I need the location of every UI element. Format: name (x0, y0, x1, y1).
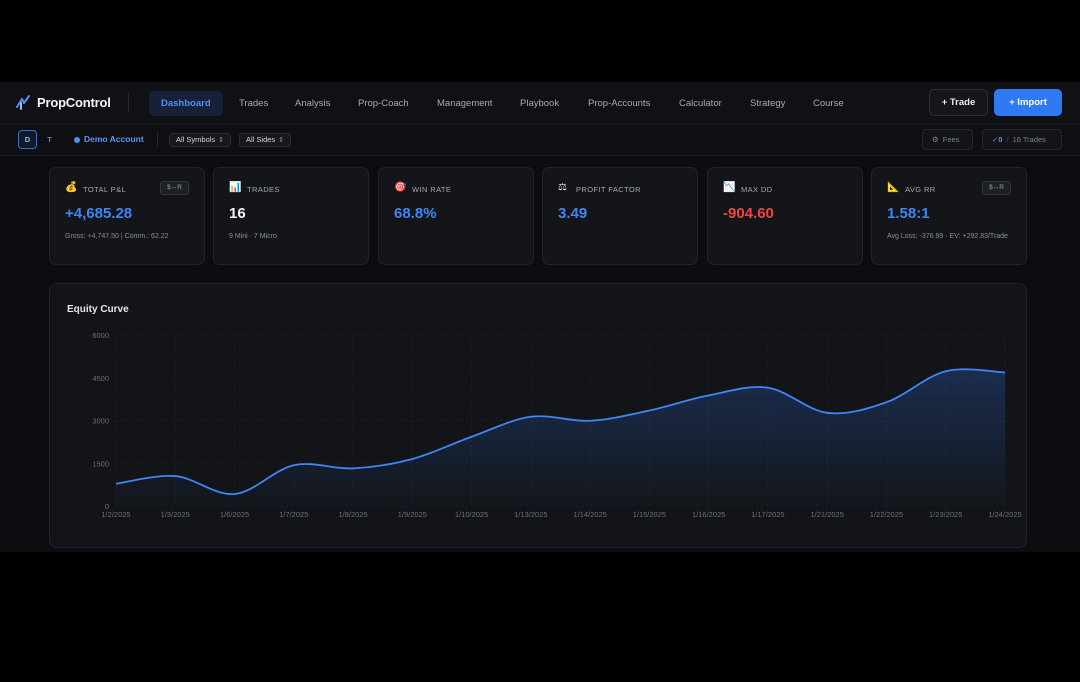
account-selector[interactable]: Demo Account (84, 134, 144, 144)
x-tick-label: 1/14/2025 (573, 510, 606, 519)
stat-subtext: Avg Loss: -376.99 · EV: +292.83/Trade (887, 233, 1008, 240)
equity-area-fill (116, 369, 1005, 506)
add-trade-button[interactable]: + Trade (929, 89, 988, 116)
chart-down-icon: 📉 (723, 182, 736, 193)
y-tick-label: 4500 (92, 374, 109, 383)
brand-logo-icon (16, 95, 30, 110)
stat-value: 68.8% (394, 205, 437, 222)
x-tick-label: 1/13/2025 (514, 510, 547, 519)
nav-item-analysis[interactable]: Analysis (295, 98, 331, 109)
x-tick-label: 1/21/2025 (811, 510, 844, 519)
stat-label: MAX DD (741, 185, 773, 194)
stat-card-trades: 📊 TRADES 16 9 Mini · 7 Micro (213, 167, 369, 265)
stat-label: TRADES (247, 185, 280, 194)
stat-label: PROFIT FACTOR (576, 185, 641, 194)
mode-toggle-trading[interactable]: T (47, 135, 52, 144)
counter-separator: / (1006, 135, 1009, 144)
sides-select[interactable]: All Sides ⇕ (239, 133, 292, 147)
nav-item-dashboard[interactable]: Dashboard (149, 91, 223, 116)
nav-item-course[interactable]: Course (813, 98, 844, 109)
x-tick-label: 1/8/2025 (338, 510, 367, 519)
x-tick-label: 1/7/2025 (279, 510, 308, 519)
nav-item-prop-accounts[interactable]: Prop-Accounts (588, 98, 651, 109)
stat-card-total-pnl: 💰 TOTAL P&L $↔R +4,685.28 Gross: +4,747.… (49, 167, 205, 265)
sides-select-value: All Sides (246, 135, 276, 144)
top-navbar: PropControl Dashboard Trades Analysis Pr… (0, 82, 1080, 125)
unit-toggle-button[interactable]: $↔R (160, 181, 189, 195)
stat-card-avg-rr: 📐 AVG RR $↔R 1.58:1 Avg Loss: -376.99 · … (871, 167, 1027, 265)
symbols-select[interactable]: All Symbols ⇕ (169, 133, 232, 147)
nav-item-playbook[interactable]: Playbook (520, 98, 560, 109)
stat-value: 3.49 (558, 205, 588, 222)
stat-card-win-rate: 🎯 WIN RATE 68.8% (378, 167, 534, 265)
nav-item-management[interactable]: Management (437, 98, 493, 109)
x-tick-label: 1/9/2025 (398, 510, 427, 519)
equity-curve-card: Equity Curve 0 1500 3000 4500 6000 1/2/2025 1/… (49, 283, 1027, 548)
filter-divider (157, 132, 158, 147)
x-tick-label: 1/24/2025 (988, 510, 1021, 519)
filter-bar (0, 125, 1080, 156)
x-tick-label: 1/15/2025 (633, 510, 666, 519)
target-icon: 🎯 (394, 182, 407, 193)
check-icon: ✓ (992, 135, 999, 144)
stat-card-max-dd: 📉 MAX DD -904.60 (707, 167, 863, 265)
scale-icon: ⚖ (558, 182, 567, 193)
ruler-triangle-icon: 📐 (887, 182, 900, 193)
bar-chart-icon: 📊 (229, 182, 242, 193)
y-tick-label: 3000 (92, 417, 109, 426)
money-bag-icon: 💰 (65, 182, 78, 193)
brand-name: PropControl (37, 94, 111, 110)
chevron-updown-icon: ⇕ (278, 137, 285, 144)
y-tick-label: 6000 (92, 331, 109, 340)
x-tick-label: 1/17/2025 (751, 510, 784, 519)
x-tick-label: 1/22/2025 (870, 510, 903, 519)
x-tick-label: 1/2/2025 (101, 510, 130, 519)
stat-subtext: Gross: +4,747.50 | Comm.: 62.22 (65, 233, 169, 240)
brand-logo[interactable]: PropControl (15, 94, 111, 110)
y-tick-label: 1500 (92, 459, 109, 468)
gear-icon: ⚙ (932, 135, 939, 144)
symbols-select-value: All Symbols (176, 135, 216, 144)
account-status-dot (74, 137, 80, 143)
selected-trades-counter[interactable]: ✓0/16 Trades (982, 129, 1062, 150)
chevron-updown-icon: ⇕ (218, 137, 225, 144)
equity-curve-chart[interactable]: 0 1500 3000 4500 6000 1/2/2025 1/3/2025 1/6/202… (50, 284, 1028, 549)
stat-value: 1.58:1 (887, 205, 930, 222)
stat-value: 16 (229, 205, 246, 222)
stat-label: WIN RATE (412, 185, 452, 194)
fees-button[interactable]: ⚙ Fees (922, 129, 973, 150)
nav-item-strategy[interactable]: Strategy (750, 98, 786, 109)
x-tick-label: 1/6/2025 (220, 510, 249, 519)
stat-card-profit-factor: ⚖ PROFIT FACTOR 3.49 (542, 167, 698, 265)
chart-title: Equity Curve (67, 304, 129, 315)
equity-line (115, 368, 1006, 495)
mode-toggle-demo[interactable]: D (18, 130, 37, 149)
app-window: PropControl Dashboard Trades Analysis Pr… (0, 82, 1080, 552)
nav-item-calculator[interactable]: Calculator (679, 98, 722, 109)
x-tick-label: 1/16/2025 (692, 510, 725, 519)
unit-toggle-button[interactable]: $↔R (982, 181, 1011, 195)
trades-label: Trades (1022, 135, 1046, 144)
selected-count: 0 (998, 135, 1003, 144)
fees-label: Fees (942, 135, 960, 144)
import-button[interactable]: + Import (994, 89, 1062, 116)
nav-item-prop-coach[interactable]: Prop-Coach (358, 98, 409, 109)
stat-label: AVG RR (905, 185, 936, 194)
nav-divider (128, 93, 129, 113)
stat-label: TOTAL P&L (83, 185, 127, 194)
nav-item-trades[interactable]: Trades (239, 98, 269, 109)
x-tick-label: 1/10/2025 (455, 510, 488, 519)
x-tick-label: 1/23/2025 (929, 510, 962, 519)
stat-subtext: 9 Mini · 7 Micro (229, 233, 277, 240)
y-tick-label: 0 (105, 502, 109, 511)
stat-value: +4,685.28 (65, 205, 133, 222)
stat-value: -904.60 (723, 205, 774, 222)
total-trades-count: 16 (1012, 135, 1021, 144)
x-tick-label: 1/3/2025 (161, 510, 190, 519)
